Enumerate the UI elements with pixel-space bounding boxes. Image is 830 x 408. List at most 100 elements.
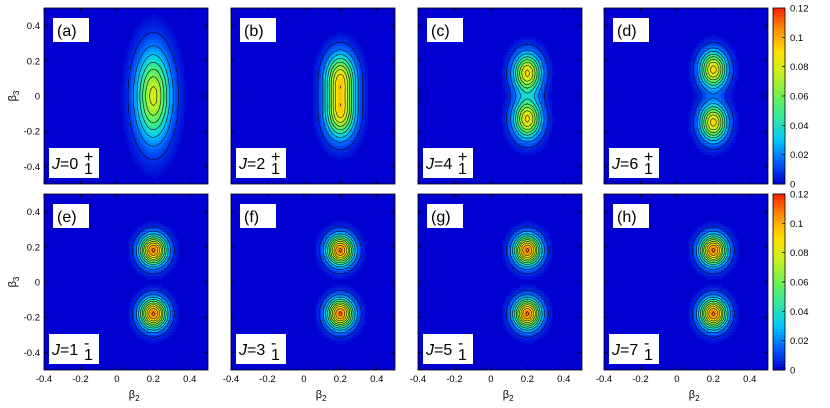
heatmap-cell	[694, 69, 698, 73]
heatmap-cell	[167, 267, 171, 271]
heatmap-cell	[153, 31, 157, 35]
heatmap-cell	[131, 140, 135, 144]
heatmap-cell	[321, 323, 325, 327]
heatmap-cell	[699, 90, 703, 94]
heatmap-cell	[516, 116, 520, 120]
heatmap-cell	[156, 340, 160, 344]
heatmap-cell	[134, 308, 138, 312]
heatmap-cell	[354, 238, 358, 242]
heatmap-cell	[532, 320, 536, 324]
heatmap-cell	[167, 119, 171, 123]
heatmap-cell	[142, 287, 146, 292]
heatmap-cell	[513, 232, 517, 236]
heatmap-cell	[321, 87, 325, 91]
heatmap-cell	[505, 249, 509, 254]
heatmap-cell	[532, 267, 536, 271]
heatmap-cell	[326, 328, 330, 333]
heatmap-cell	[705, 96, 709, 100]
heatmap-cell	[167, 40, 171, 44]
heatmap-cell	[147, 226, 151, 230]
heatmap-cell	[724, 148, 728, 153]
contour-line	[148, 244, 159, 320]
heatmap-cell	[502, 116, 506, 120]
heatmap-cell	[156, 90, 160, 94]
contour-line	[707, 61, 720, 131]
heatmap-cell	[508, 131, 512, 135]
heatmap-cell	[502, 246, 506, 251]
heatmap-cell	[541, 110, 545, 114]
heatmap-cell	[521, 229, 525, 233]
heatmap-cell	[356, 119, 360, 123]
heatmap-cell	[145, 96, 149, 100]
heatmap-cell	[729, 75, 733, 79]
heatmap-cell	[727, 140, 731, 144]
heatmap-cell	[321, 308, 325, 312]
heatmap-cell	[510, 243, 515, 248]
heatmap-cell	[510, 57, 515, 62]
contour-line	[521, 65, 534, 127]
heatmap-cell	[153, 116, 157, 120]
heatmap-cell	[694, 75, 698, 79]
heatmap-cell	[732, 78, 736, 82]
heatmap-cell	[321, 119, 325, 123]
heatmap-cell	[505, 264, 509, 268]
heatmap-cell	[351, 104, 355, 109]
heatmap-cell	[340, 249, 344, 254]
heatmap-cell	[136, 34, 141, 38]
heatmap-cell	[164, 302, 168, 306]
heatmap-cell	[519, 151, 523, 156]
heatmap-cell	[134, 249, 138, 254]
heatmap-cell	[128, 305, 132, 309]
heatmap-cell	[147, 125, 151, 129]
heatmap-cell	[175, 84, 179, 88]
heatmap-cell	[169, 261, 173, 265]
heatmap-cell	[156, 37, 160, 41]
heatmap-cell	[134, 78, 138, 82]
heatmap-cell	[167, 57, 171, 62]
heatmap-cell	[351, 137, 355, 141]
heatmap-cell	[340, 37, 344, 41]
heatmap-cell	[530, 326, 534, 330]
heatmap-cell	[351, 302, 355, 306]
heatmap-cell	[150, 128, 154, 132]
heatmap-cell	[538, 78, 542, 82]
heatmap-cell	[521, 87, 525, 91]
heatmap-cell	[535, 84, 539, 88]
heatmap-cell	[161, 75, 165, 79]
heatmap-cell	[721, 140, 725, 144]
heatmap-cell	[354, 255, 358, 259]
heatmap-cell	[696, 107, 701, 112]
heatmap-cell	[175, 116, 179, 120]
heatmap-cell	[716, 66, 720, 70]
heatmap-cell	[145, 87, 149, 91]
heatmap-cell	[524, 63, 528, 68]
heatmap-cell	[713, 43, 717, 47]
heatmap-cell	[332, 287, 336, 292]
heatmap-cell	[147, 320, 151, 324]
heatmap-cell	[699, 134, 703, 138]
heatmap-cell	[326, 81, 330, 85]
heatmap-cell	[530, 229, 534, 233]
heatmap-cell	[718, 142, 722, 147]
heatmap-cell	[530, 258, 534, 262]
heatmap-cell	[345, 226, 349, 230]
heatmap-cell	[532, 104, 536, 109]
heatmap-cell	[513, 75, 517, 79]
heatmap-cell	[527, 323, 531, 327]
heatmap-cell	[136, 320, 141, 324]
heatmap-cell	[177, 98, 182, 103]
heatmap-cell	[519, 40, 523, 44]
heatmap-cell	[521, 54, 525, 59]
heatmap-cell	[519, 43, 523, 47]
heatmap-cell	[688, 66, 692, 70]
heatmap-cell	[128, 57, 132, 62]
heatmap-cell	[359, 125, 363, 129]
heatmap-cell	[323, 119, 328, 123]
heatmap-cell	[345, 331, 349, 336]
heatmap-cell	[702, 113, 706, 117]
heatmap-cell	[340, 69, 344, 73]
heatmap-cell	[126, 131, 130, 135]
heatmap-cell	[329, 128, 333, 132]
heatmap-cell	[508, 75, 512, 79]
heatmap-cell	[128, 81, 132, 85]
